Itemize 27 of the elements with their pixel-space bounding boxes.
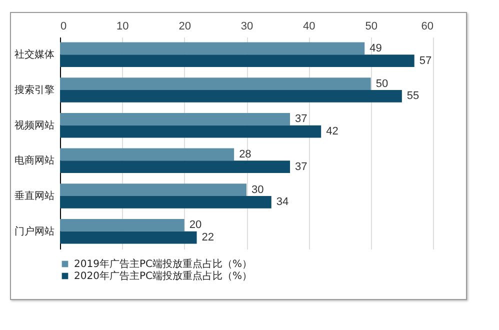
y-tick-label: 搜索引擎 — [14, 84, 54, 96]
y-tick-label: 电商网站 — [14, 154, 54, 167]
data-label: 37 — [295, 160, 308, 173]
legend-label: 2019年广告主PC端投放重点占比（%） — [74, 258, 252, 270]
data-label: 57 — [419, 54, 432, 67]
data-label: 22 — [202, 232, 214, 244]
x-tick-label: 20 — [178, 20, 191, 32]
data-label: 37 — [295, 113, 308, 126]
y-tick-label: 社交媒体 — [14, 48, 54, 61]
data-label: 34 — [276, 196, 289, 208]
x-tick-label: 50 — [365, 20, 378, 32]
y-tick-label: 垂直网站 — [14, 190, 54, 202]
x-tick-label: 40 — [303, 20, 316, 32]
data-label: 28 — [239, 148, 252, 160]
data-label: 30 — [252, 184, 264, 196]
data-label: 42 — [326, 126, 338, 138]
data-label: 55 — [406, 90, 420, 102]
data-label: 49 — [370, 42, 382, 54]
legend-label: 2020年广告主PC端投放重点占比（%） — [74, 270, 252, 282]
x-tick-label: 0 — [60, 20, 67, 32]
y-tick-label: 门户网站 — [14, 225, 54, 238]
data-label: 50 — [376, 78, 388, 90]
x-tick-label: 60 — [421, 20, 434, 32]
y-tick-label: 视频网站 — [14, 119, 54, 132]
data-label: 20 — [189, 219, 202, 232]
x-tick-label: 10 — [116, 20, 129, 32]
x-tick-label: 30 — [240, 20, 254, 32]
